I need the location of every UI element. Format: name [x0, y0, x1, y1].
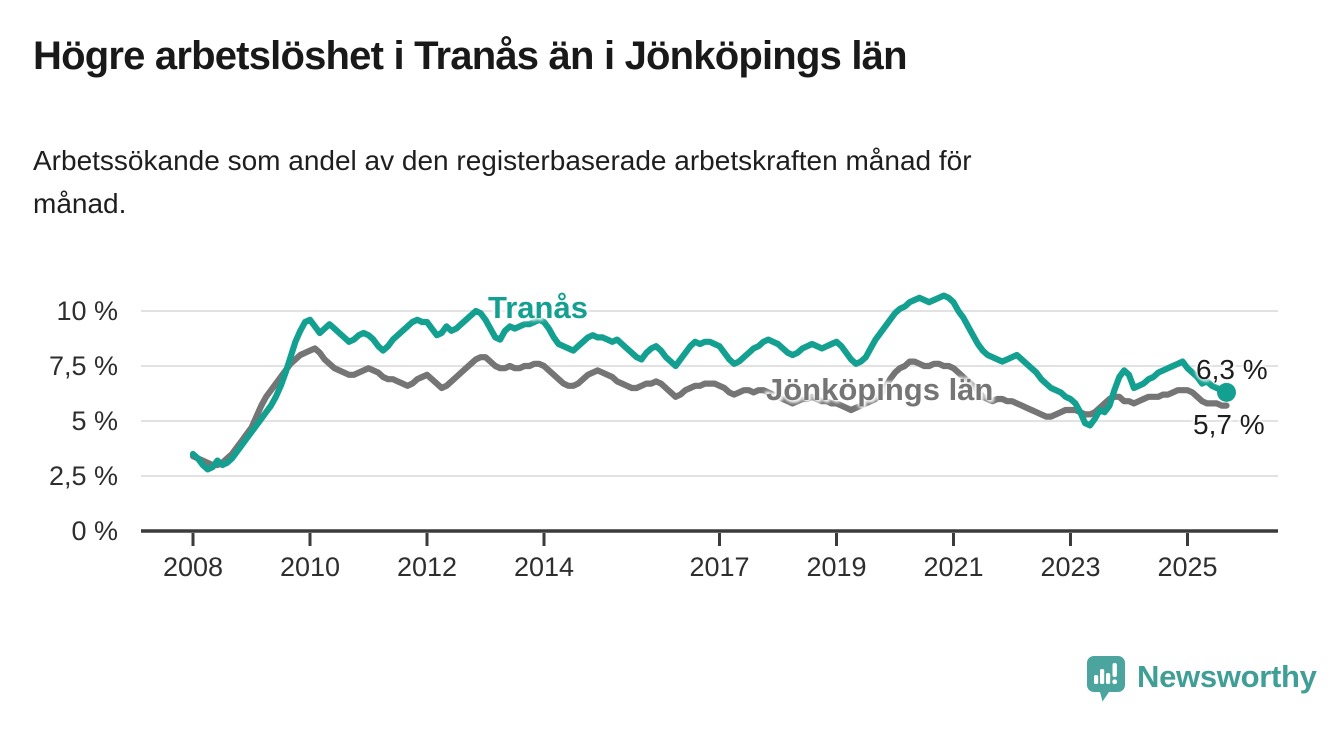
- series-line-jonkopings-lan: [189, 345, 1230, 469]
- end-value-label-tranas: 6,3 %: [1196, 354, 1268, 385]
- end-value-label-jonkopings-lan: 5,7 %: [1193, 409, 1265, 440]
- y-tick-label: 10 %: [56, 296, 118, 326]
- brand-name: Newsworthy: [1137, 659, 1317, 694]
- series-label-tranas: Tranås: [488, 290, 588, 325]
- y-tick-label: 2,5 %: [48, 461, 118, 491]
- series-label-jonkopings-lan: Jönköpings län: [766, 372, 994, 407]
- x-tick-label: 2025: [1157, 552, 1218, 582]
- x-tick-label: 2014: [513, 552, 575, 582]
- x-tick-label: 2017: [689, 552, 750, 582]
- x-tick-label: 2019: [806, 552, 867, 582]
- page-title: Högre arbetslöshet i Tranås än i Jönköpi…: [33, 34, 908, 78]
- x-tick-label: 2021: [923, 552, 984, 582]
- y-tick-label: 5 %: [71, 406, 118, 436]
- x-tick-label: 2010: [279, 552, 341, 582]
- x-tick-label: 2023: [1040, 552, 1101, 582]
- subtitle-line-1: Arbetssökande som andel av den registerb…: [33, 145, 972, 176]
- series-line-tranas: [189, 292, 1230, 473]
- chart-subtitle: Arbetssökande som andel av den registerb…: [33, 139, 972, 225]
- subtitle-line-2: månad.: [33, 188, 127, 219]
- y-tick-label: 7,5 %: [48, 351, 118, 381]
- newsworthy-logo[interactable]: Newsworthy: [1086, 655, 1317, 703]
- x-tick-label: 2012: [396, 552, 458, 582]
- series-end-dot: [1217, 382, 1236, 402]
- y-tick-label: 0 %: [71, 516, 118, 546]
- x-tick-label: 2008: [162, 552, 224, 582]
- bar-chart-speech-bubble-icon: [1087, 656, 1125, 702]
